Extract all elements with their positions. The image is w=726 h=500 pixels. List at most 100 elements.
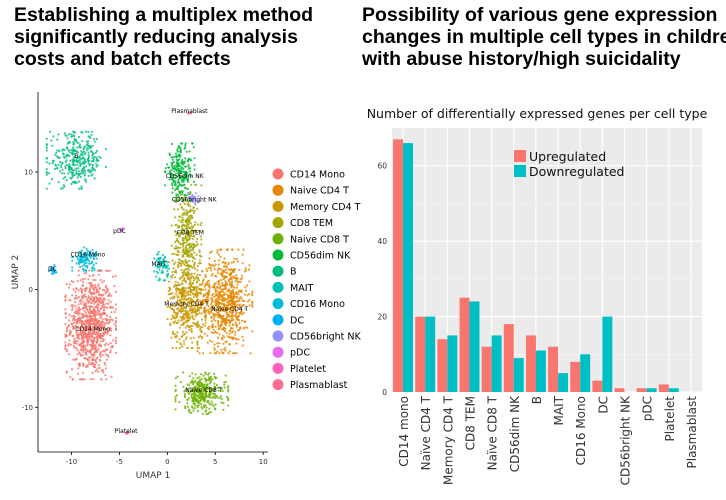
umap-point [87, 310, 90, 313]
umap-point [222, 291, 225, 294]
umap-point [81, 296, 85, 299]
umap-point [203, 324, 207, 327]
umap-point [232, 297, 235, 300]
bar-upregulated [503, 324, 514, 392]
umap-point [111, 346, 114, 349]
umap-point [96, 289, 99, 292]
umap-point [88, 337, 91, 340]
umap-point [67, 319, 71, 322]
umap-point [74, 294, 78, 297]
umap-point [224, 349, 227, 352]
umap-point [101, 322, 104, 325]
umap-point [230, 336, 233, 340]
umap-point [216, 306, 220, 309]
umap-point [223, 262, 227, 265]
umap-point [211, 308, 214, 311]
umap-point [96, 338, 99, 341]
umap-point [230, 331, 234, 334]
umap-point [216, 336, 219, 339]
umap-point [65, 371, 68, 374]
umap-point [214, 263, 217, 266]
umap-point [235, 257, 238, 260]
umap-point [210, 331, 213, 334]
umap-point [194, 315, 197, 318]
umap-point [113, 284, 116, 287]
umap-point [242, 248, 245, 251]
umap-point [216, 319, 220, 322]
umap-point [96, 306, 99, 310]
umap-point [222, 327, 225, 330]
umap-point [230, 298, 233, 301]
umap-point [216, 269, 219, 272]
umap-point [87, 356, 90, 359]
umap-point [208, 257, 211, 260]
umap-point [231, 269, 234, 272]
umap-point [88, 315, 91, 318]
umap-point [218, 327, 221, 330]
umap-point [106, 348, 109, 351]
bar-category-label: CD56bright NK [619, 395, 633, 485]
umap-point [106, 269, 109, 273]
umap-point [84, 347, 87, 350]
umap-point [102, 297, 105, 300]
umap-point [91, 274, 95, 277]
umap-point [218, 352, 221, 355]
umap-point [100, 378, 103, 381]
umap-point [235, 286, 239, 289]
umap-point [81, 346, 85, 349]
umap-point [88, 361, 91, 364]
umap-point [227, 307, 230, 310]
umap-point [97, 322, 100, 325]
umap-point [225, 268, 228, 271]
umap-point [114, 339, 118, 342]
umap-point [213, 343, 216, 346]
umap-point [99, 278, 102, 281]
umap-point [64, 334, 68, 337]
umap-point [73, 346, 76, 349]
umap-point [105, 378, 108, 381]
umap-point [81, 321, 84, 324]
umap-point [80, 354, 83, 357]
umap-point [171, 270, 174, 274]
umap-point [97, 332, 100, 335]
umap-point [216, 272, 220, 275]
umap-point [224, 340, 227, 343]
umap-point [114, 290, 118, 293]
umap-point [209, 251, 212, 254]
umap-point [219, 248, 222, 251]
umap-point [94, 319, 97, 322]
umap-point [81, 278, 84, 281]
umap-point [86, 339, 89, 342]
umap-point [77, 274, 80, 277]
umap-point [241, 319, 244, 322]
umap-point [213, 265, 216, 268]
umap-point [166, 305, 169, 308]
umap-point [234, 291, 237, 294]
umap-point [217, 321, 220, 324]
umap-point [237, 280, 240, 284]
umap-point [216, 251, 219, 254]
umap-point [237, 300, 240, 303]
umap-point [64, 299, 67, 302]
umap-point [79, 343, 82, 346]
umap-point [198, 352, 201, 355]
umap-point [81, 294, 84, 297]
umap-point [229, 273, 232, 276]
umap-point [208, 266, 211, 269]
umap-point [217, 302, 220, 305]
umap-point [76, 310, 79, 313]
umap-point [93, 286, 96, 289]
umap-point [84, 288, 87, 291]
umap-point [75, 318, 78, 321]
bar-upregulated [393, 139, 404, 392]
umap-point [233, 257, 236, 260]
umap-point [210, 309, 213, 312]
umap-point [208, 286, 211, 289]
umap-point [99, 340, 103, 343]
umap-point [74, 310, 77, 313]
umap-point [235, 325, 238, 328]
umap-point [84, 319, 88, 322]
umap-point [228, 321, 231, 324]
umap-point [207, 291, 210, 294]
umap-point [208, 339, 212, 342]
